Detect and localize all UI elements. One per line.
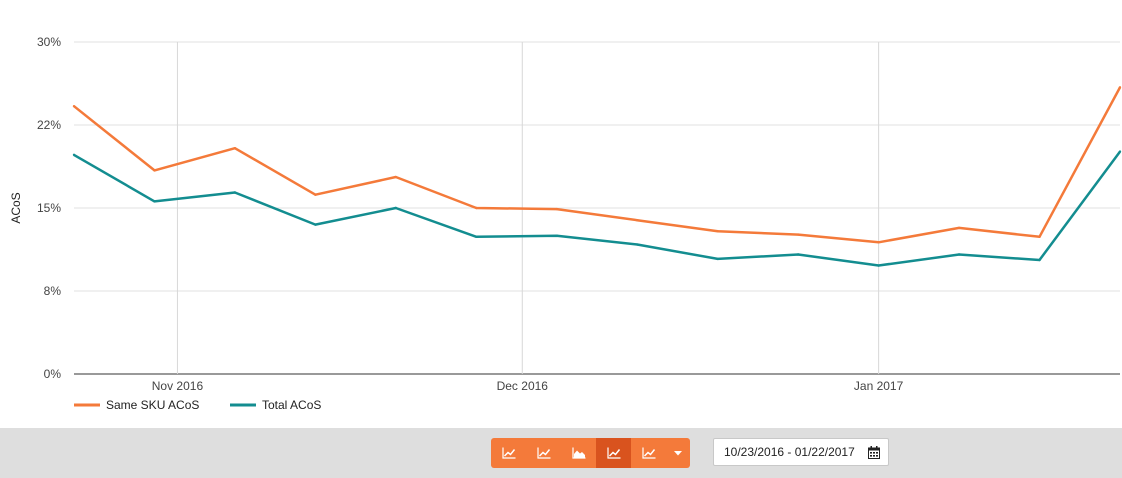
data-point bbox=[72, 104, 76, 108]
data-point bbox=[153, 169, 156, 172]
data-point bbox=[796, 233, 800, 236]
chart-type-button-2[interactable] bbox=[526, 438, 561, 468]
date-range-text: 10/23/2016 - 01/22/2017 bbox=[724, 445, 855, 459]
date-range-picker[interactable]: 10/23/2016 - 01/22/2017 bbox=[713, 438, 889, 466]
data-point bbox=[957, 253, 961, 256]
data-point bbox=[636, 243, 639, 246]
data-point bbox=[796, 253, 800, 256]
chart-type-button-4[interactable] bbox=[596, 438, 631, 468]
data-point bbox=[636, 218, 639, 222]
chart-legend: Same SKU ACoS Total ACoS bbox=[74, 398, 321, 412]
data-point bbox=[233, 147, 237, 150]
line-chart-icon bbox=[606, 447, 621, 459]
series-line-0 bbox=[73, 86, 1122, 244]
x-tick-label: Dec 2016 bbox=[497, 379, 549, 393]
x-tick-label: Nov 2016 bbox=[152, 379, 204, 393]
data-point bbox=[314, 193, 317, 196]
y-tick-label: 30% bbox=[37, 35, 61, 49]
data-point bbox=[394, 206, 398, 210]
line-chart-icon bbox=[536, 447, 551, 459]
y-tick-label: 15% bbox=[37, 201, 61, 215]
chart-grid bbox=[74, 41, 1120, 375]
data-point bbox=[394, 175, 398, 179]
chart-options-dropdown[interactable] bbox=[666, 438, 690, 468]
line-chart-icon bbox=[501, 447, 516, 459]
line-chart-icon bbox=[641, 447, 656, 459]
data-point bbox=[1118, 150, 1122, 153]
data-point bbox=[877, 241, 880, 244]
legend-label: Same SKU ACoS bbox=[106, 398, 199, 412]
caret-down-icon bbox=[674, 450, 682, 456]
area-chart-icon bbox=[571, 447, 586, 459]
y-tick-label: 8% bbox=[44, 284, 62, 298]
y-axis-ticks: 0% 8% 15% 22% 30% bbox=[37, 35, 61, 381]
x-axis-ticks: Nov 2016 Dec 2016 Jan 2017 bbox=[152, 379, 904, 393]
data-point bbox=[716, 257, 719, 261]
y-axis-title: ACoS bbox=[9, 192, 23, 223]
data-point bbox=[957, 226, 961, 230]
data-point bbox=[555, 234, 558, 237]
chart-type-button-1[interactable] bbox=[491, 438, 526, 468]
y-tick-label: 22% bbox=[37, 118, 61, 132]
acos-line-chart: 0% 8% 15% 22% 30% Nov 2016 Dec 2016 Jan 2017 A… bbox=[9, 35, 1122, 412]
data-point bbox=[555, 207, 558, 211]
data-point bbox=[475, 206, 478, 210]
data-point bbox=[1118, 86, 1122, 89]
chart-series-lines bbox=[72, 86, 1122, 267]
data-point bbox=[72, 153, 76, 157]
data-point bbox=[153, 200, 156, 203]
data-point bbox=[1038, 235, 1041, 238]
chart-type-button-3[interactable] bbox=[561, 438, 596, 468]
legend-label: Total ACoS bbox=[262, 398, 321, 412]
x-tick-label: Jan 2017 bbox=[854, 379, 904, 393]
data-point bbox=[233, 191, 237, 194]
series-line-1 bbox=[73, 150, 1122, 267]
calendar-icon bbox=[868, 446, 880, 462]
chart-type-button-group bbox=[491, 438, 690, 468]
data-point bbox=[1038, 258, 1041, 262]
chart-type-button-5[interactable] bbox=[631, 438, 666, 468]
y-tick-label: 0% bbox=[44, 367, 62, 381]
data-point bbox=[475, 235, 478, 238]
data-point bbox=[877, 264, 880, 267]
data-point bbox=[716, 230, 719, 233]
chart-toolbar: 10/23/2016 - 01/22/2017 bbox=[0, 428, 1122, 478]
data-point bbox=[314, 223, 317, 226]
